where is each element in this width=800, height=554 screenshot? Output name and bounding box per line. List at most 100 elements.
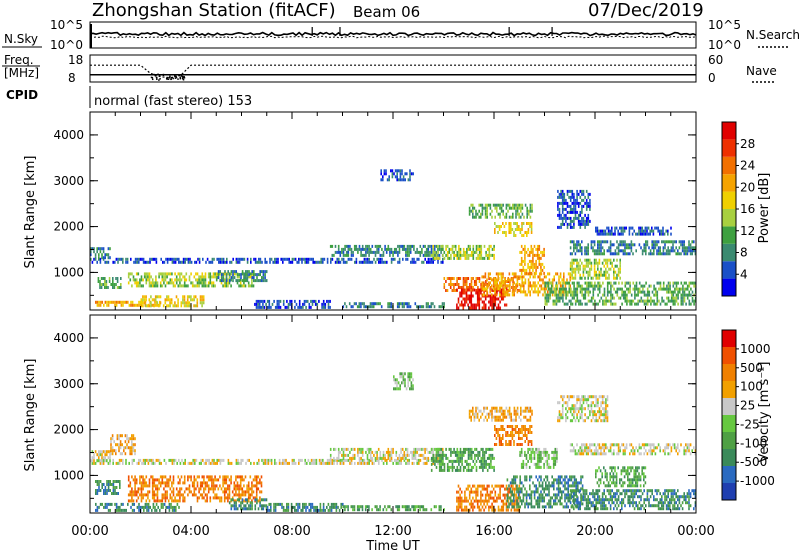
heatmap-cell bbox=[146, 260, 148, 264]
heatmap-cell bbox=[602, 281, 604, 285]
heatmap-cell bbox=[282, 257, 284, 261]
heatmap-cell bbox=[508, 228, 510, 231]
heatmap-cell bbox=[139, 487, 141, 491]
heatmap-cell bbox=[440, 468, 443, 472]
heatmap-cell bbox=[412, 387, 414, 391]
heatmap-cell bbox=[177, 304, 179, 308]
heatmap-cell bbox=[314, 508, 317, 512]
heatmap-cell bbox=[397, 260, 399, 264]
heatmap-cell bbox=[96, 508, 99, 512]
heatmap-cell bbox=[470, 203, 472, 207]
heatmap-cell bbox=[132, 275, 135, 279]
heatmap-cell bbox=[624, 290, 627, 294]
heatmap-cell bbox=[306, 461, 308, 465]
heatmap-cell bbox=[519, 290, 522, 294]
heatmap-cell bbox=[579, 225, 582, 229]
heatmap-cell bbox=[543, 287, 546, 291]
heatmap-cell bbox=[430, 462, 433, 466]
heatmap-cell bbox=[505, 231, 507, 234]
heatmap-cell bbox=[383, 169, 386, 173]
heatmap-cell bbox=[111, 452, 114, 456]
heatmap-cell bbox=[403, 450, 406, 454]
heatmap-cell bbox=[159, 295, 162, 299]
heatmap-cell bbox=[469, 453, 471, 457]
heatmap-cell bbox=[465, 283, 468, 286]
heatmap-cell bbox=[98, 489, 100, 492]
heatmap-cell bbox=[175, 281, 178, 285]
heatmap-cell bbox=[139, 257, 142, 261]
heatmap-cell bbox=[493, 465, 495, 469]
heatmap-cell bbox=[582, 219, 585, 223]
heatmap-cell bbox=[476, 484, 479, 488]
heatmap-cell bbox=[111, 502, 113, 506]
heatmap-cell bbox=[159, 301, 162, 305]
heatmap-cell bbox=[220, 487, 223, 491]
heatmap-cell bbox=[143, 493, 146, 497]
heatmap-cell bbox=[311, 505, 314, 509]
heatmap-cell bbox=[187, 257, 190, 261]
heatmap-cell bbox=[409, 450, 412, 454]
heatmap-cell bbox=[587, 281, 590, 285]
heatmap-cell bbox=[595, 229, 597, 233]
heatmap-cell bbox=[502, 293, 504, 297]
heatmap-cell bbox=[366, 456, 369, 460]
heatmap-cell bbox=[680, 302, 683, 306]
heatmap-cell bbox=[688, 290, 691, 294]
heatmap-cell bbox=[524, 247, 526, 251]
heatmap-cell bbox=[254, 504, 257, 508]
heatmap-cell bbox=[381, 257, 383, 261]
heatmap-cell bbox=[405, 253, 407, 257]
heatmap-cell bbox=[491, 253, 494, 257]
heatmap-cell bbox=[483, 453, 486, 457]
heatmap-cell bbox=[239, 278, 242, 282]
heatmap-cell bbox=[521, 290, 523, 294]
heatmap-cell bbox=[467, 508, 469, 512]
heatmap-cell bbox=[406, 305, 409, 309]
heatmap-cell bbox=[579, 189, 582, 193]
heatmap-cell bbox=[101, 483, 103, 486]
heatmap-cell bbox=[138, 458, 140, 462]
heatmap-cell bbox=[619, 270, 621, 274]
nave-point bbox=[162, 73, 165, 76]
heatmap-cell bbox=[110, 446, 112, 450]
heatmap-cell bbox=[485, 450, 487, 454]
heatmap-cell bbox=[356, 508, 359, 512]
heatmap-cell bbox=[337, 447, 340, 451]
heatmap-cell bbox=[592, 276, 594, 280]
heatmap-cell bbox=[577, 240, 580, 244]
heatmap-cell bbox=[512, 203, 514, 207]
nave-point bbox=[171, 76, 174, 79]
heatmap-cell bbox=[477, 450, 479, 454]
heatmap-cell bbox=[581, 287, 583, 291]
heatmap-cell bbox=[454, 283, 457, 286]
heatmap-cell bbox=[430, 458, 433, 462]
heatmap-cell bbox=[625, 246, 628, 250]
heatmap-cell bbox=[171, 496, 173, 500]
heatmap-cell bbox=[241, 272, 244, 276]
heatmap-cell bbox=[227, 270, 229, 274]
heatmap-cell bbox=[601, 261, 604, 265]
heatmap-cell bbox=[603, 252, 605, 256]
heatmap-cell bbox=[204, 481, 207, 485]
heatmap-cell bbox=[584, 213, 586, 217]
heatmap-cell bbox=[495, 284, 498, 288]
heatmap-cell bbox=[475, 244, 478, 248]
heatmap-cell bbox=[416, 461, 418, 465]
heatmap-cell bbox=[629, 243, 631, 247]
heatmap-cell bbox=[587, 195, 590, 199]
heatmap-cell bbox=[451, 289, 454, 292]
heatmap-cell bbox=[156, 487, 159, 491]
heatmap-cell bbox=[262, 504, 265, 508]
heatmap-cell bbox=[437, 244, 439, 248]
heatmap-cell bbox=[397, 461, 399, 465]
heatmap-cell bbox=[565, 207, 567, 211]
heatmap-cell bbox=[630, 293, 633, 297]
heatmap-cell bbox=[500, 209, 503, 213]
heatmap-cell bbox=[365, 450, 367, 454]
heatmap-cell bbox=[477, 244, 479, 248]
heatmap-cell bbox=[536, 244, 539, 248]
heatmap-cell bbox=[465, 294, 468, 298]
heatmap-cell bbox=[577, 213, 580, 217]
heatmap-cell bbox=[435, 450, 438, 454]
heatmap-cell bbox=[282, 299, 285, 303]
